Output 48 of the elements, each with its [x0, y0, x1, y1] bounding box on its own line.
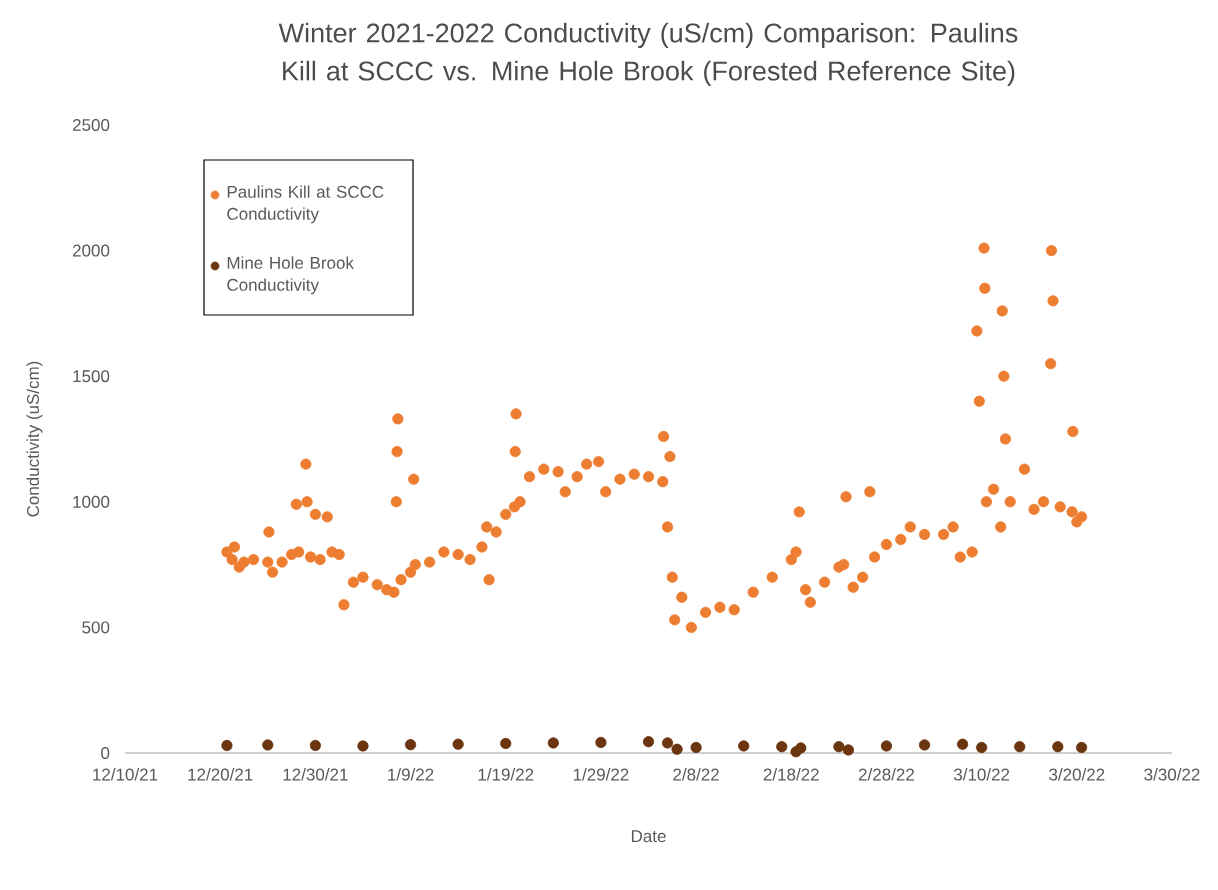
- y-tick-label: 2000: [72, 244, 110, 257]
- point: [690, 741, 702, 754]
- point: [1014, 741, 1026, 753]
- point: [1052, 741, 1064, 753]
- y-axis-title: Conductivity (uS/cm): [26, 361, 43, 517]
- x-tick-label: 2/28/22: [858, 768, 914, 781]
- point: [500, 737, 512, 750]
- point: [795, 742, 807, 754]
- point: [642, 736, 655, 748]
- x-tick-label: 1/29/22: [573, 768, 629, 781]
- x-tick-label: 12/30/21: [283, 768, 348, 781]
- point: [671, 743, 683, 755]
- x-axis-title: Date: [631, 830, 666, 843]
- point: [547, 737, 559, 749]
- point: [309, 739, 321, 752]
- point: [357, 740, 369, 752]
- chart-title: Winter 2021-2022 Conductivity (uS/cm) Comparison: Paulins Kill at SCCC vs. Mine Hole Brook (Forested Reference Site): [278, 22, 1018, 86]
- point: [976, 741, 988, 754]
- point: [1075, 741, 1088, 754]
- x-tick-label: 2/8/22: [673, 768, 719, 781]
- point: [221, 739, 233, 752]
- x-tick-label: 3/20/22: [1049, 768, 1105, 781]
- point: [918, 739, 931, 751]
- point: [776, 741, 788, 753]
- y-tick-label: 2500: [72, 119, 110, 132]
- y-tick-label: 0: [101, 747, 110, 760]
- y-tick-label: 500: [82, 621, 110, 634]
- point: [595, 736, 607, 749]
- x-tick-label: 3/10/22: [953, 768, 1010, 781]
- point: [842, 744, 854, 756]
- x-tick-label: 3/30/22: [1144, 768, 1200, 781]
- x-tick-label: 1/9/22: [388, 768, 434, 781]
- point: [404, 739, 417, 751]
- point: [452, 738, 464, 750]
- point: [833, 741, 845, 753]
- legend-label: Mine Hole Brook Conductivity: [227, 256, 354, 295]
- point: [880, 740, 893, 752]
- x-tick-label: 12/10/21: [93, 768, 158, 781]
- x-tick-label: 12/20/21: [188, 768, 253, 781]
- y-tick-label: 1500: [73, 370, 110, 383]
- y-tick-label: 1000: [73, 495, 110, 508]
- x-tick-label: 1/19/22: [478, 768, 534, 781]
- point: [262, 739, 274, 751]
- x-tick-label: 2/18/22: [763, 768, 819, 781]
- point: [957, 738, 969, 750]
- legend-label: Paulins Kill at SCCC Conductivity: [227, 185, 384, 224]
- point: [738, 740, 750, 752]
- point: [661, 737, 674, 749]
